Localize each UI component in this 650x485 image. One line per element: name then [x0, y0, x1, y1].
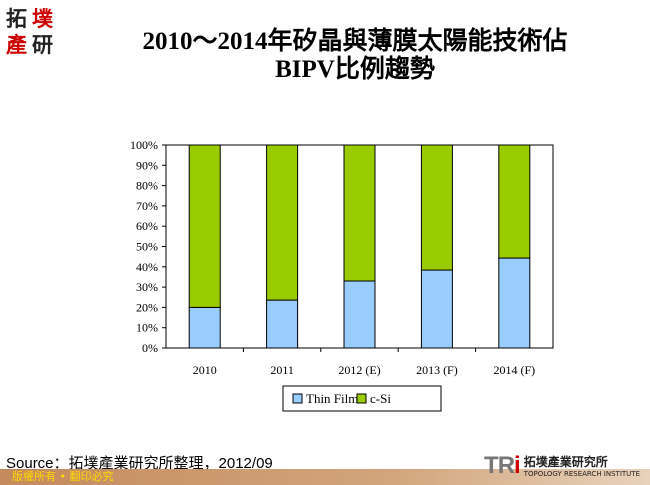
x-tick-label: 2014 (F): [493, 363, 535, 377]
org-name-cn: 拓墣產業研究所: [523, 455, 608, 469]
tri-mark: TRi: [484, 452, 521, 479]
legend-label: Thin Film: [306, 391, 358, 406]
y-tick-label: 50%: [136, 240, 158, 254]
x-tick-label: 2010: [193, 363, 217, 377]
legend-swatch: [292, 393, 303, 404]
y-tick-label: 70%: [136, 199, 158, 213]
title-line-1: 2010～2014年矽晶與薄膜太陽能技術佔: [142, 28, 568, 55]
y-tick-label: 0%: [142, 341, 158, 355]
page-title: 2010～2014年矽晶與薄膜太陽能技術佔 BIPV比例趨勢: [60, 28, 650, 84]
footer-bar: 版權所有 • 翻印必究: [0, 469, 650, 485]
bar-c-si: [420, 144, 453, 271]
tri-logo: TRi 拓墣產業研究所 TOPOLOGY RESEARCH INSTITUTE: [484, 452, 640, 480]
x-tick-label: 2013 (F): [416, 363, 458, 377]
bar-thin-film: [420, 269, 453, 349]
bar-thin-film: [498, 257, 531, 349]
title-line-2: BIPV比例趨勢: [275, 56, 435, 83]
y-tick-label: 20%: [136, 300, 158, 314]
bar-c-si: [266, 144, 299, 301]
logo-char: 墣: [32, 7, 53, 31]
x-tick-label: 2012 (E): [338, 363, 380, 377]
legend-swatch: [356, 393, 367, 404]
org-name-en: TOPOLOGY RESEARCH INSTITUTE: [523, 470, 640, 478]
y-tick-label: 100%: [130, 138, 158, 152]
bar-thin-film: [188, 306, 221, 349]
bar-thin-film: [343, 280, 376, 349]
source-note: Source：拓墣產業研究所整理，2012/09: [6, 455, 273, 472]
y-tick-label: 90%: [136, 158, 158, 172]
y-tick-label: 30%: [136, 280, 158, 294]
logo-char: 拓: [6, 7, 27, 31]
y-tick-label: 40%: [136, 260, 158, 274]
copyright-text: 版權所有 • 翻印必究: [12, 470, 114, 483]
logo-char: 研: [32, 33, 53, 57]
logo: 拓 墣 產 研: [6, 6, 60, 60]
y-tick-label: 10%: [136, 321, 158, 335]
bar-c-si: [188, 144, 221, 308]
x-tick-label: 2011: [270, 363, 294, 377]
bar-c-si: [343, 144, 376, 282]
y-tick-label: 60%: [136, 219, 158, 233]
bar-thin-film: [266, 299, 299, 349]
y-tick-label: 80%: [136, 179, 158, 193]
legend-label: c-Si: [370, 391, 391, 406]
bar-c-si: [498, 144, 531, 259]
logo-char: 產: [6, 33, 27, 57]
